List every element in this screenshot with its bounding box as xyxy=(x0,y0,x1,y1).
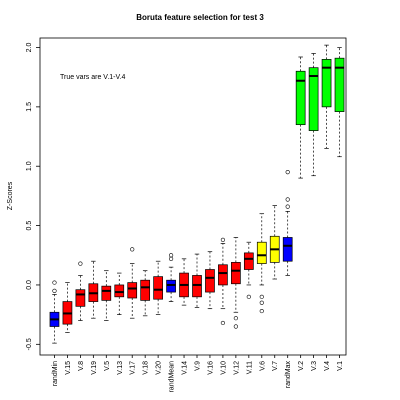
x-tick-label: V.15 xyxy=(65,361,72,375)
box xyxy=(114,284,125,298)
x-tick-label: V.11 xyxy=(246,361,253,374)
y-tick-label: -0.5 xyxy=(26,338,33,350)
box xyxy=(321,59,332,108)
outlier xyxy=(233,324,238,329)
x-tick-label: V.16 xyxy=(207,361,214,375)
y-axis-label: Z-Scores xyxy=(7,181,14,210)
outlier xyxy=(78,261,83,266)
x-tick-label: V.14 xyxy=(182,361,189,375)
outlier xyxy=(168,256,174,261)
x-tick-label: V.1 xyxy=(337,361,344,371)
box xyxy=(282,237,293,262)
outlier xyxy=(285,197,290,202)
outlier xyxy=(285,170,290,175)
box xyxy=(231,262,241,285)
x-tick-label: randMin xyxy=(52,361,59,386)
outlier xyxy=(220,320,226,326)
outlier xyxy=(285,204,290,209)
box xyxy=(205,269,215,293)
outlier xyxy=(130,247,135,252)
box xyxy=(308,67,319,131)
box xyxy=(166,279,176,293)
chart-title: Boruta feature selection for test 3 xyxy=(136,13,264,22)
y-tick-label: 2.0 xyxy=(26,43,33,53)
x-tick-label: V.19 xyxy=(91,361,98,375)
x-tick-label: V.2 xyxy=(298,361,305,371)
box xyxy=(334,57,345,112)
box xyxy=(101,285,112,301)
outlier xyxy=(52,288,57,293)
box xyxy=(295,70,306,126)
x-tick-label: randMean xyxy=(169,361,176,393)
y-tick-label: 0.0 xyxy=(26,280,33,290)
x-tick-label: V.9 xyxy=(195,361,202,371)
y-tick-label: 0.5 xyxy=(26,221,33,231)
x-tick-label: V.12 xyxy=(233,361,240,375)
outlier xyxy=(220,237,226,242)
outlier xyxy=(246,294,251,299)
box xyxy=(243,252,254,270)
x-tick-label: V.7 xyxy=(272,361,279,371)
x-tick-label: V.10 xyxy=(220,361,227,375)
box xyxy=(140,279,151,301)
outlier xyxy=(259,300,264,305)
x-tick-label: V.20 xyxy=(156,361,163,375)
box xyxy=(127,282,138,299)
x-tick-label: randMax xyxy=(285,361,292,389)
annotation: True vars are V.1-V.4 xyxy=(60,74,125,81)
x-tick-label: V.8 xyxy=(78,361,85,371)
x-tick-label: V.5 xyxy=(104,361,111,371)
box xyxy=(192,275,202,298)
outlier xyxy=(168,253,174,258)
outlier xyxy=(52,280,57,285)
box xyxy=(153,276,163,300)
outlier xyxy=(259,308,264,314)
x-tick-label: V.13 xyxy=(117,361,124,375)
x-tick-label: V.4 xyxy=(324,361,331,371)
outlier xyxy=(233,316,238,321)
x-tick-label: V.17 xyxy=(130,361,137,375)
x-tick-label: V.18 xyxy=(143,361,150,375)
plot-frame xyxy=(39,37,347,356)
box xyxy=(256,241,267,264)
y-tick-label: 1.5 xyxy=(26,102,33,112)
outlier xyxy=(259,294,264,299)
box xyxy=(218,264,228,286)
x-tick-label: V.6 xyxy=(259,361,266,371)
x-tick-label: V.3 xyxy=(311,361,318,371)
box xyxy=(75,289,86,307)
y-tick-label: 1.0 xyxy=(26,161,33,171)
